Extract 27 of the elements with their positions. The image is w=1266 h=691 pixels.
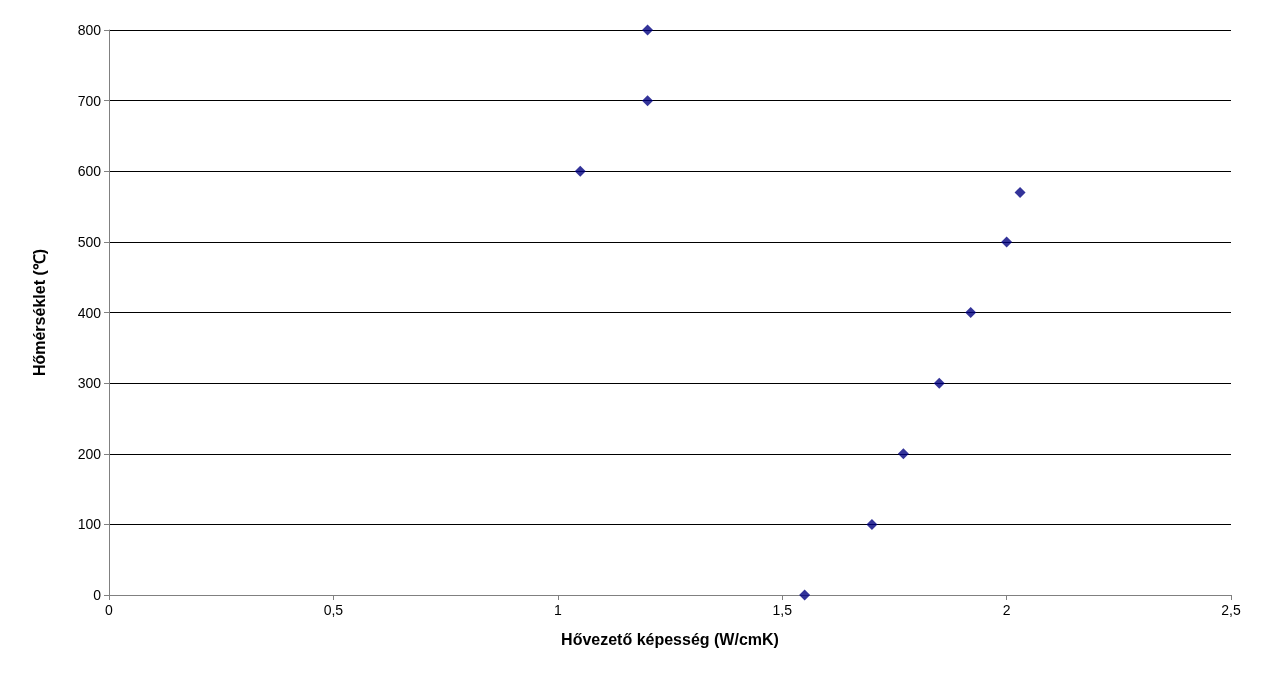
point xyxy=(574,165,586,177)
point xyxy=(897,448,909,460)
y-tick-label: 800 xyxy=(77,22,102,38)
point xyxy=(642,24,654,36)
y-tick-label: 0 xyxy=(93,587,102,603)
point xyxy=(933,377,945,389)
point xyxy=(1001,236,1013,248)
point xyxy=(866,518,878,530)
x-tick-label: 1 xyxy=(553,602,562,618)
x-tick-label: 0,5 xyxy=(323,602,344,618)
x-tick-label: 2 xyxy=(1002,602,1011,618)
x-tick-label: 1,5 xyxy=(772,602,793,618)
x-tick-label: 0 xyxy=(105,602,114,618)
y-axis-title: Hőmérséklet (℃) xyxy=(30,248,48,377)
y-tick-label: 700 xyxy=(77,92,102,109)
y-tick-label: 500 xyxy=(77,233,102,250)
y-tick-label: 200 xyxy=(77,445,102,462)
y-tick-label: 100 xyxy=(77,516,102,533)
x-tick-label: 2,5 xyxy=(1221,602,1241,618)
y-tick-label: 600 xyxy=(77,163,102,180)
point xyxy=(965,307,977,318)
y-tick-label: 300 xyxy=(77,375,102,392)
y-tick-label: 400 xyxy=(77,304,102,321)
x-axis-title: Hővezető képesség (W/cmK) xyxy=(561,630,779,648)
point xyxy=(799,589,811,601)
point xyxy=(642,95,654,107)
point xyxy=(1014,186,1026,198)
